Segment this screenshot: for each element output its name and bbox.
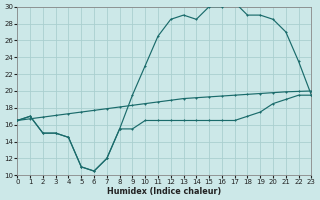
X-axis label: Humidex (Indice chaleur): Humidex (Indice chaleur): [107, 187, 221, 196]
